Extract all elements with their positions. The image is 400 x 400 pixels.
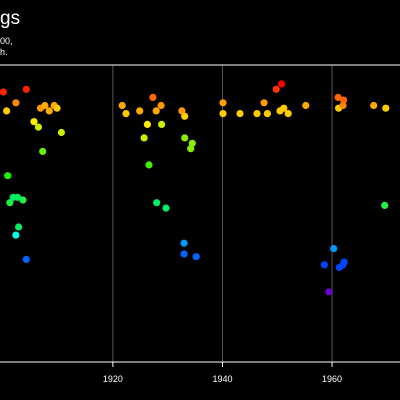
- data-point: [6, 199, 14, 207]
- data-point: [140, 134, 148, 142]
- data-point: [149, 93, 157, 101]
- data-point: [330, 245, 338, 253]
- data-point: [253, 110, 261, 118]
- x-axis-ticks: 1920 1940 1960: [103, 362, 342, 384]
- data-point: [339, 101, 347, 110]
- data-point: [12, 99, 20, 107]
- data-point: [13, 193, 22, 201]
- data-point: [45, 107, 53, 115]
- data-point: [143, 120, 151, 128]
- data-point: [370, 101, 378, 110]
- data-point: [30, 118, 38, 126]
- data-point: [219, 99, 227, 107]
- data-point: [334, 93, 342, 101]
- data-points: [0, 80, 390, 296]
- chart-subtitle: 00, h.: [0, 36, 13, 57]
- data-point: [12, 231, 20, 239]
- data-point: [181, 112, 189, 120]
- data-point: [157, 101, 165, 110]
- data-point: [181, 134, 189, 142]
- data-point: [53, 104, 61, 112]
- data-point: [302, 101, 310, 110]
- gridlines: [112, 65, 333, 362]
- data-point: [136, 107, 144, 115]
- chart-title: gs: [0, 8, 21, 29]
- data-point: [381, 201, 389, 209]
- data-point: [320, 261, 328, 269]
- data-point: [22, 255, 30, 263]
- data-point: [188, 139, 196, 147]
- data-point: [162, 204, 170, 212]
- data-point: [180, 250, 188, 258]
- data-point: [22, 85, 30, 93]
- data-point: [34, 123, 43, 131]
- data-point: [118, 101, 126, 110]
- data-point: [180, 239, 188, 247]
- data-point: [15, 223, 23, 231]
- data-point: [19, 196, 27, 204]
- data-point: [325, 288, 333, 296]
- data-point: [39, 147, 47, 155]
- x-tick-label: 1960: [322, 374, 342, 384]
- data-point: [145, 161, 153, 169]
- data-point: [219, 110, 227, 118]
- data-point: [284, 110, 292, 118]
- data-point: [178, 107, 186, 115]
- data-point: [263, 110, 271, 118]
- data-point: [153, 199, 161, 207]
- data-point: [278, 80, 286, 88]
- data-point: [152, 107, 160, 115]
- data-point: [122, 110, 130, 118]
- data-point: [4, 172, 12, 180]
- x-tick-label: 1920: [103, 374, 123, 384]
- data-point: [236, 110, 244, 118]
- data-point: [382, 104, 390, 112]
- data-point: [3, 107, 11, 115]
- x-tick-label: 1940: [212, 374, 232, 384]
- data-point: [272, 85, 280, 93]
- data-point: [41, 101, 49, 110]
- data-point: [158, 120, 166, 128]
- data-point: [187, 145, 195, 153]
- data-point: [192, 253, 200, 261]
- data-point: [340, 96, 348, 104]
- data-point: [280, 104, 288, 112]
- data-point: [57, 128, 65, 137]
- data-point: [0, 88, 7, 96]
- data-point: [340, 258, 348, 266]
- data-point: [260, 99, 268, 107]
